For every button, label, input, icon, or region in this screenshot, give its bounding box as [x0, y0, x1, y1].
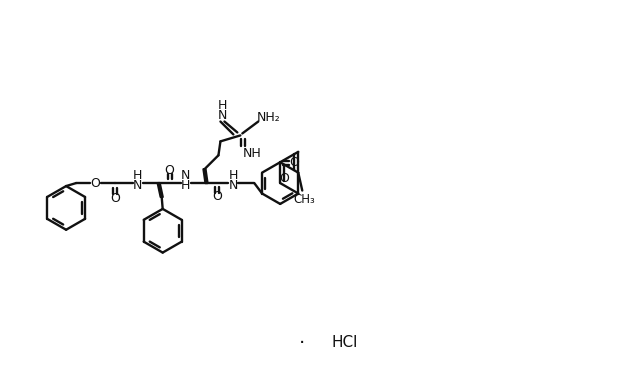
Text: N: N: [133, 179, 143, 191]
Text: O: O: [289, 156, 299, 169]
Text: H: H: [218, 99, 227, 112]
Text: ·: ·: [299, 335, 305, 354]
Text: H: H: [228, 169, 238, 182]
Text: N: N: [228, 179, 238, 191]
Text: N: N: [218, 109, 227, 122]
Text: HCl: HCl: [332, 335, 358, 350]
Text: O: O: [90, 177, 100, 189]
Text: O: O: [110, 193, 120, 205]
Text: N: N: [181, 169, 190, 182]
Text: H: H: [133, 169, 143, 182]
Text: NH₂: NH₂: [257, 111, 280, 124]
Text: O: O: [164, 164, 175, 177]
Text: O: O: [279, 172, 289, 185]
Text: NH: NH: [243, 147, 262, 160]
Text: CH₃: CH₃: [293, 193, 315, 206]
Text: O: O: [212, 191, 222, 203]
Text: H: H: [181, 179, 190, 191]
